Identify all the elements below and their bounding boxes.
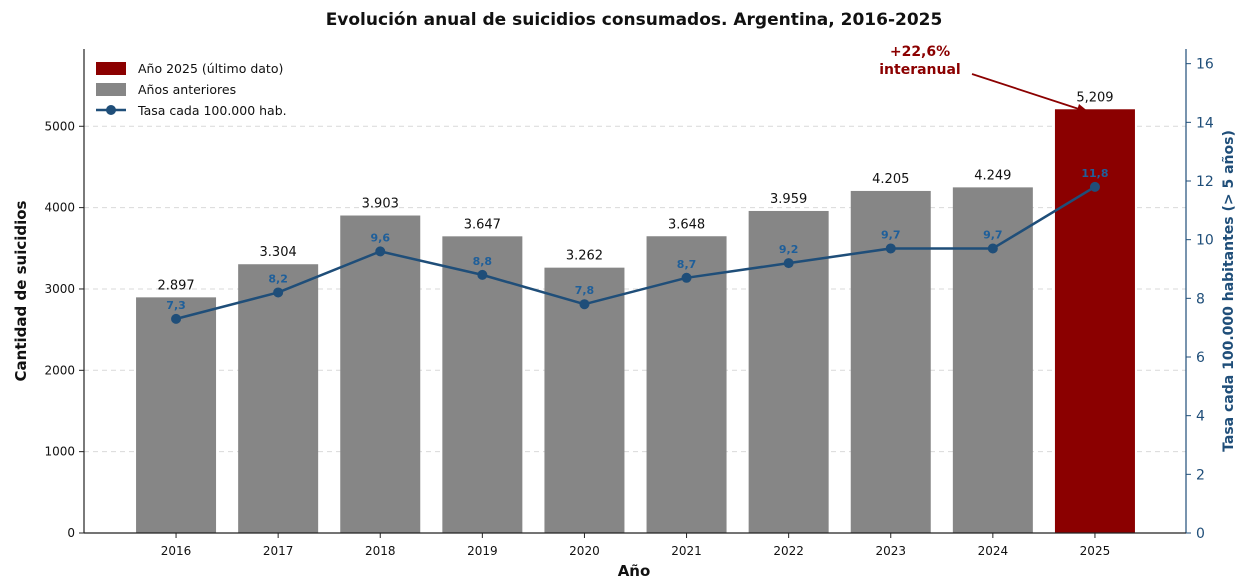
bar-value-label: 3.648	[668, 217, 705, 232]
bar-2017	[238, 264, 319, 533]
rate-point	[783, 258, 794, 269]
rate-point	[1089, 181, 1100, 192]
rate-point	[579, 299, 590, 310]
bar-value-label: 4.205	[872, 172, 909, 187]
bar-value-label: 3.262	[566, 249, 603, 264]
x-tick-label: 2021	[671, 544, 702, 558]
rate-line-group: 7,3 8,2 9,6 8,8 7,8 8,7 9,2 9,7 9,7 11,8	[166, 167, 1109, 324]
bar-2018	[340, 215, 421, 533]
y-tick-label: 1000	[44, 445, 75, 459]
annotation-arrow	[971, 73, 1083, 111]
x-tick-label: 2019	[467, 544, 498, 558]
bar-value-label: 5,209	[1076, 90, 1113, 105]
x-tick-label: 2017	[263, 544, 294, 558]
x-tick-label: 2018	[365, 544, 396, 558]
rate-point	[681, 272, 692, 283]
rate-point	[885, 243, 896, 254]
y-right-tick-label: 12	[1196, 174, 1214, 190]
annotation-percent: +22,6%	[890, 44, 950, 60]
bar-value-label: 3.903	[362, 197, 399, 212]
y-right-tick-label: 2	[1196, 467, 1205, 483]
x-tick-label: 2024	[978, 544, 1009, 558]
rate-point	[987, 243, 998, 254]
y-right-tick-label: 16	[1196, 57, 1214, 73]
y-axis-label-left: Cantidad de suicidios	[12, 200, 30, 381]
legend-label-previous: Años anteriores	[138, 82, 236, 97]
rate-value-label: 9,7	[983, 228, 1003, 241]
rate-value-label: 9,2	[779, 243, 799, 256]
y-right-tick-label: 4	[1196, 409, 1205, 425]
rate-value-label: 8,7	[677, 258, 697, 271]
y-tick-label: 4000	[44, 201, 75, 215]
x-axis-ticks: 2016 2017 2018 2019 2020 2021 2022 2023 2024 2025	[161, 533, 1110, 558]
x-tick-label: 2025	[1080, 544, 1111, 558]
bar-value-label: 2.897	[157, 278, 194, 293]
x-tick-label: 2016	[161, 544, 192, 558]
legend-marker-rate	[106, 105, 116, 115]
bar-value-label: 3.647	[464, 217, 501, 232]
x-tick-label: 2022	[773, 544, 804, 558]
left-axis-ticks: 0 1000 2000 3000 4000 5000	[44, 119, 84, 540]
rate-value-label: 9,6	[371, 231, 391, 244]
y-tick-label: 2000	[44, 363, 75, 377]
y-tick-label: 5000	[44, 119, 75, 133]
legend-swatch-previous	[96, 83, 126, 96]
rate-value-label: 8,8	[473, 255, 493, 268]
bar-2023	[850, 190, 931, 533]
bar-2020	[544, 267, 625, 533]
legend-label-2025: Año 2025 (último dato)	[138, 61, 283, 76]
bar-value-label: 4.249	[974, 168, 1011, 183]
bar-value-label: 3.304	[260, 245, 297, 260]
rate-point	[477, 269, 488, 280]
chart-title: Evolución anual de suicidios consumados.…	[326, 10, 943, 30]
y-right-tick-label: 10	[1196, 233, 1214, 249]
bar-2025	[1054, 109, 1135, 533]
annotation-text: interanual	[879, 62, 960, 78]
annotation-arrowhead	[1076, 104, 1090, 114]
x-tick-label: 2023	[875, 544, 906, 558]
bar-2019	[442, 236, 523, 533]
legend-swatch-2025	[96, 62, 126, 75]
x-tick-label: 2020	[569, 544, 600, 558]
rate-value-label: 9,7	[881, 228, 901, 241]
y-tick-label: 3000	[44, 282, 75, 296]
y-right-tick-label: 0	[1196, 526, 1205, 542]
bars-group	[136, 109, 1135, 533]
rate-value-label: 7,3	[166, 299, 186, 312]
rate-point	[375, 246, 386, 257]
right-axis-ticks: 0 2 4 6 8 10 12 14 16	[1186, 57, 1214, 542]
rate-point	[273, 287, 284, 298]
x-axis-label: Año	[618, 562, 651, 580]
legend-label-rate: Tasa cada 100.000 hab.	[137, 103, 287, 118]
bar-value-label: 3.959	[770, 192, 807, 207]
annotation: +22,6% interanual	[879, 44, 1090, 114]
rate-value-label: 7,8	[575, 284, 595, 297]
y-right-tick-label: 8	[1196, 291, 1205, 307]
y-right-tick-label: 14	[1196, 115, 1214, 131]
legend: Año 2025 (último dato) Años anteriores T…	[96, 61, 287, 118]
y-tick-label: 0	[67, 526, 75, 540]
rate-line	[175, 185, 1096, 321]
y-axis-label-right: Tasa cada 100.000 habitantes (> 5 años)	[1221, 130, 1237, 452]
bar-2016	[136, 297, 217, 533]
y-right-tick-label: 6	[1196, 350, 1205, 366]
bar-labels-group: 2.897 3.304 3.903 3.647 3.262 3.648 3.959 4.205…	[157, 90, 1113, 293]
rate-value-label: 8,2	[268, 272, 288, 285]
rate-point	[171, 313, 182, 324]
rate-value-label: 11,8	[1081, 167, 1108, 180]
